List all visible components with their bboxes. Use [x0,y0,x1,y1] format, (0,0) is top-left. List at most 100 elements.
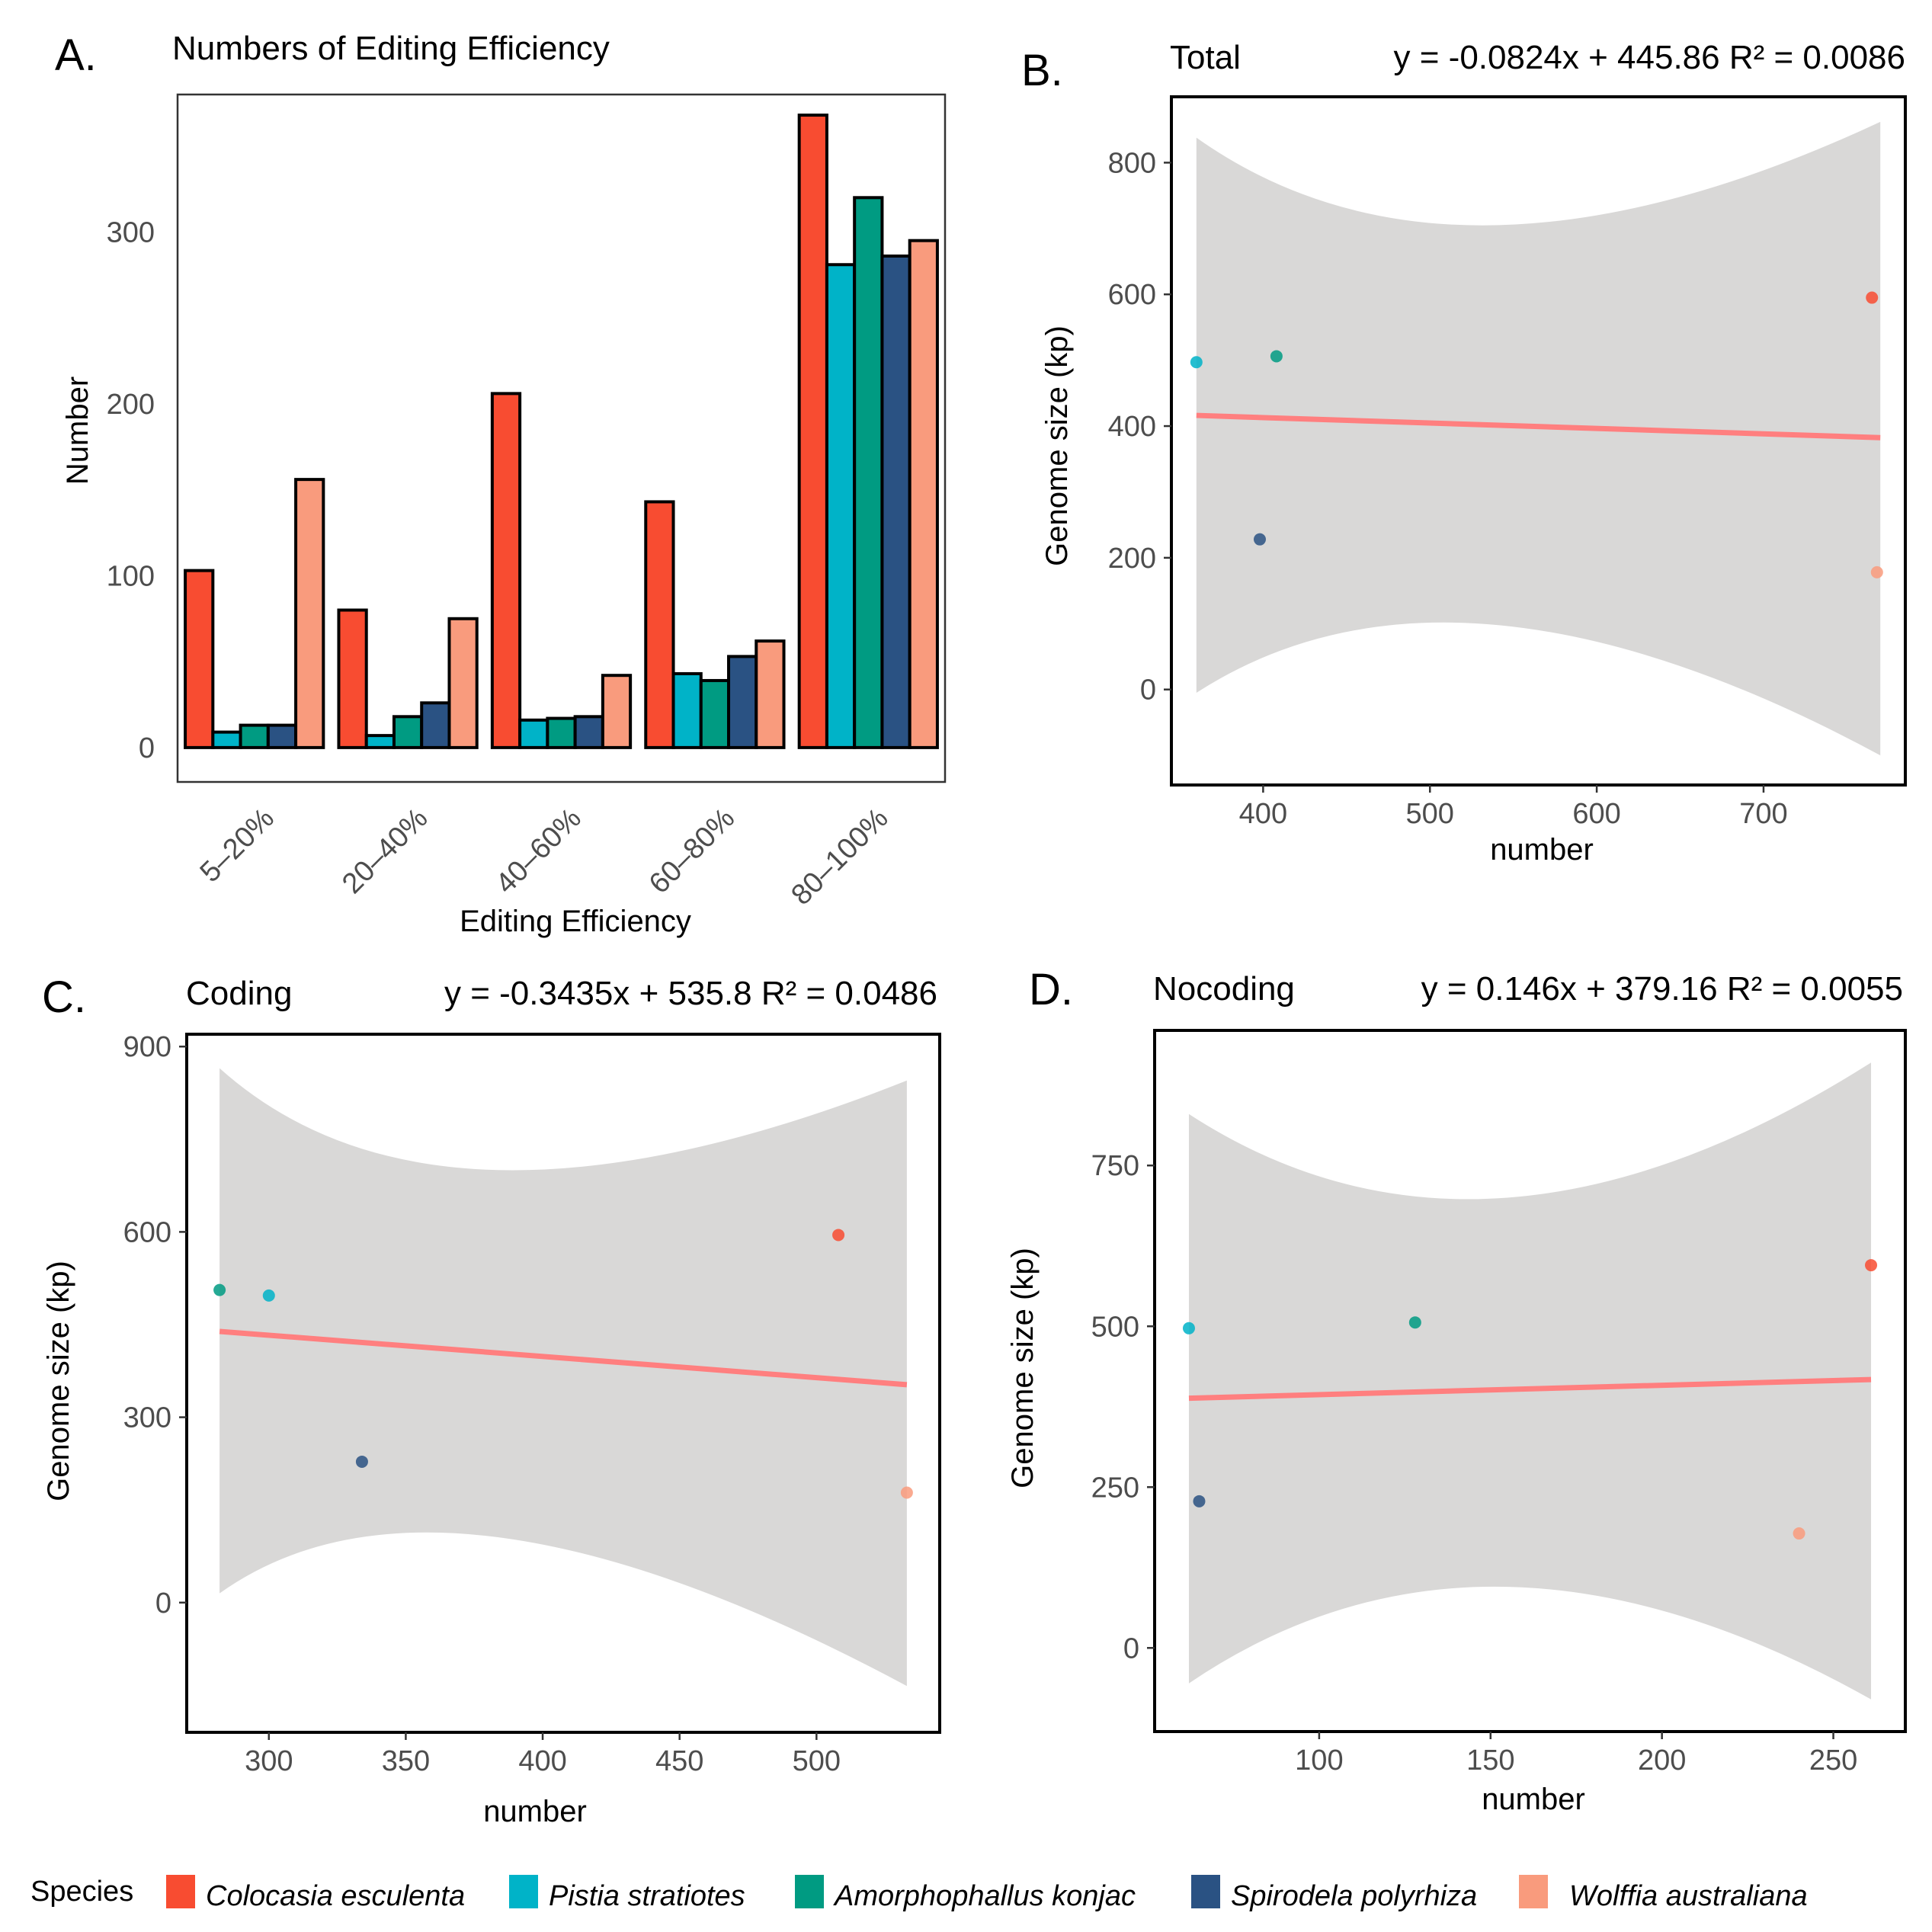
panel-c-fit-line [219,1328,908,1388]
panel-c-plot-border [185,1033,941,1734]
panel-b-plot-area: 0 200 400 600 800 400 500 600 700 [1108,95,1907,830]
point-amorphophallus-konjac [1270,350,1283,363]
panel-b-confidence-band [1196,121,1881,756]
panel-c-x-tick-label: 450 [655,1745,703,1777]
panel-b-x-tick-label: 700 [1739,798,1787,830]
bar-1-2 [211,730,242,749]
panel-c-y-tick-label: 900 [123,1031,171,1063]
panel-c-x-tick-label: 350 [382,1745,430,1777]
point-colocasia-esculenta [832,1229,845,1242]
bar-5-2 [825,263,857,749]
panel-a-x-axis-label: Editing Efficiency [460,905,691,938]
legend-label: Amorphophallus konjac [833,1880,1136,1912]
panel-c-y-tick-label: 0 [155,1588,171,1620]
panel-a-plot-area: 0 100 200 300 5–20% 20–40% 40–60% 60–80% 80–100% [107,93,947,912]
panel-d-y-tick-label: 500 [1091,1311,1139,1343]
panel-d-y-tick-label: 750 [1091,1150,1139,1182]
panel-a-y-tick-label: 100 [107,560,155,592]
panel-b-title: Total [1170,39,1241,76]
panel-a-x-tick-label: 60–80% [643,803,741,900]
bar-4-1 [644,500,675,749]
panel-a-y-tick-label: 200 [107,389,155,421]
panel-c-plot-area: 0 300 600 900 300 350 400 450 500 [123,1031,941,1777]
point-spirodela-polyrhiza [1193,1495,1206,1507]
panel-a-bar-chart: A. Numbers of Editing Efficiency Editing… [55,30,947,938]
point-wolffia-australiana [1870,566,1883,578]
panel-a-y-tick-label: 0 [139,732,155,764]
panel-b-scatter: B. Total y = -0.0824x + 445.86 R² = 0.00… [1021,39,1907,867]
panel-d-equation: y = 0.146x + 379.16 R² = 0.0055 [1421,970,1903,1008]
bar-2-4 [420,701,451,749]
panel-b-plot-border [1170,95,1907,787]
panel-c-x-tick-label: 400 [518,1745,566,1777]
panel-a-title: Numbers of Editing Efficiency [172,30,610,67]
panel-c-x-tick-label: 300 [245,1745,293,1777]
legend-label: Spirodela polyrhiza [1231,1880,1477,1912]
panel-d-y-tick-label: 0 [1123,1632,1139,1664]
bar-5-4 [880,254,912,749]
panel-b-x-axis-label: number [1490,833,1594,867]
panel-c-scatter: C. Coding y = -0.3435x + 535.8 R² = 0.04… [42,972,941,1828]
panel-a-x-tick-label: 40–60% [490,803,588,900]
point-pistia-stratiotes [1182,1322,1195,1334]
point-amorphophallus-konjac [1408,1316,1421,1329]
bar-1-4 [266,723,298,749]
bar-4-5 [755,639,786,749]
legend-label: Colocasia esculenta [206,1880,465,1912]
panel-b-equation: y = -0.0824x + 445.86 R² = 0.0086 [1394,39,1905,76]
panel-d-plot-area: 0 250 500 750 100 150 200 250 [1091,1029,1907,1777]
legend-swatch-pistia-stratiotes [509,1875,538,1908]
bar-2-3 [392,715,424,749]
point-amorphophallus-konjac [213,1283,226,1296]
panel-c-y-axis-label: Genome size (kp) [42,1261,75,1501]
legend-swatch-spirodela-polyrhiza [1191,1875,1220,1908]
bar-1-1 [184,569,215,749]
panel-d-x-tick-label: 250 [1809,1745,1857,1777]
panel-b-x-tick-label: 600 [1572,798,1620,830]
panel-a-x-tick-label: 20–40% [336,803,434,900]
bar-3-3 [546,716,577,749]
panel-a-plot-border [176,93,947,783]
bar-1-3 [239,723,270,749]
bar-3-1 [490,392,522,749]
bar-3-5 [601,674,633,749]
panel-d-plot-border [1153,1029,1907,1733]
panel-d-fit-line [1188,1376,1872,1402]
panel-b-y-tick-label: 200 [1108,543,1156,575]
bar-3-4 [573,715,604,749]
panel-a-x-tick-label: 5–20% [194,803,280,889]
bar-1-5 [294,478,325,749]
panel-b-x-tick-label: 400 [1239,798,1287,830]
panel-d-letter: D. [1029,965,1073,1014]
legend-title: Species [30,1876,133,1908]
panel-d-title: Nocoding [1153,970,1295,1008]
panel-a-y-tick-label: 300 [107,216,155,248]
panel-c-x-axis-label: number [483,1795,587,1828]
panel-a-letter: A. [55,30,97,80]
panel-b-y-axis-label: Genome size (kp) [1040,325,1074,566]
panel-d-y-tick-label: 250 [1091,1472,1139,1504]
panel-b-y-tick-label: 600 [1108,279,1156,311]
panel-c-confidence-band [219,1068,907,1687]
species-legend: Species Colocasia esculenta Pistia strati… [30,1875,1808,1912]
bar-2-1 [337,608,368,749]
panel-d-confidence-band [1188,1062,1872,1700]
panel-d-x-tick-label: 200 [1638,1745,1686,1777]
panel-a-x-tick-label: 80–100% [785,803,894,912]
bar-5-3 [853,196,884,749]
panel-b-x-tick-label: 500 [1406,798,1454,830]
point-wolffia-australiana [1793,1527,1805,1540]
point-colocasia-esculenta [1866,291,1879,304]
panel-c-y-tick-label: 600 [123,1216,171,1248]
point-spirodela-polyrhiza [355,1455,368,1468]
panel-b-y-tick-label: 0 [1140,674,1156,706]
panel-d-x-axis-label: number [1482,1783,1585,1816]
panel-d-scatter: D. Nocoding y = 0.146x + 379.16 R² = 0.0… [1006,965,1907,1816]
legend-label: Wolffia australiana [1569,1880,1808,1912]
panel-c-letter: C. [42,972,86,1022]
legend-swatch-wolffia-australiana [1519,1875,1548,1908]
panel-d-x-tick-label: 150 [1466,1745,1514,1777]
bar-2-5 [447,617,479,749]
bar-2-2 [364,734,396,749]
